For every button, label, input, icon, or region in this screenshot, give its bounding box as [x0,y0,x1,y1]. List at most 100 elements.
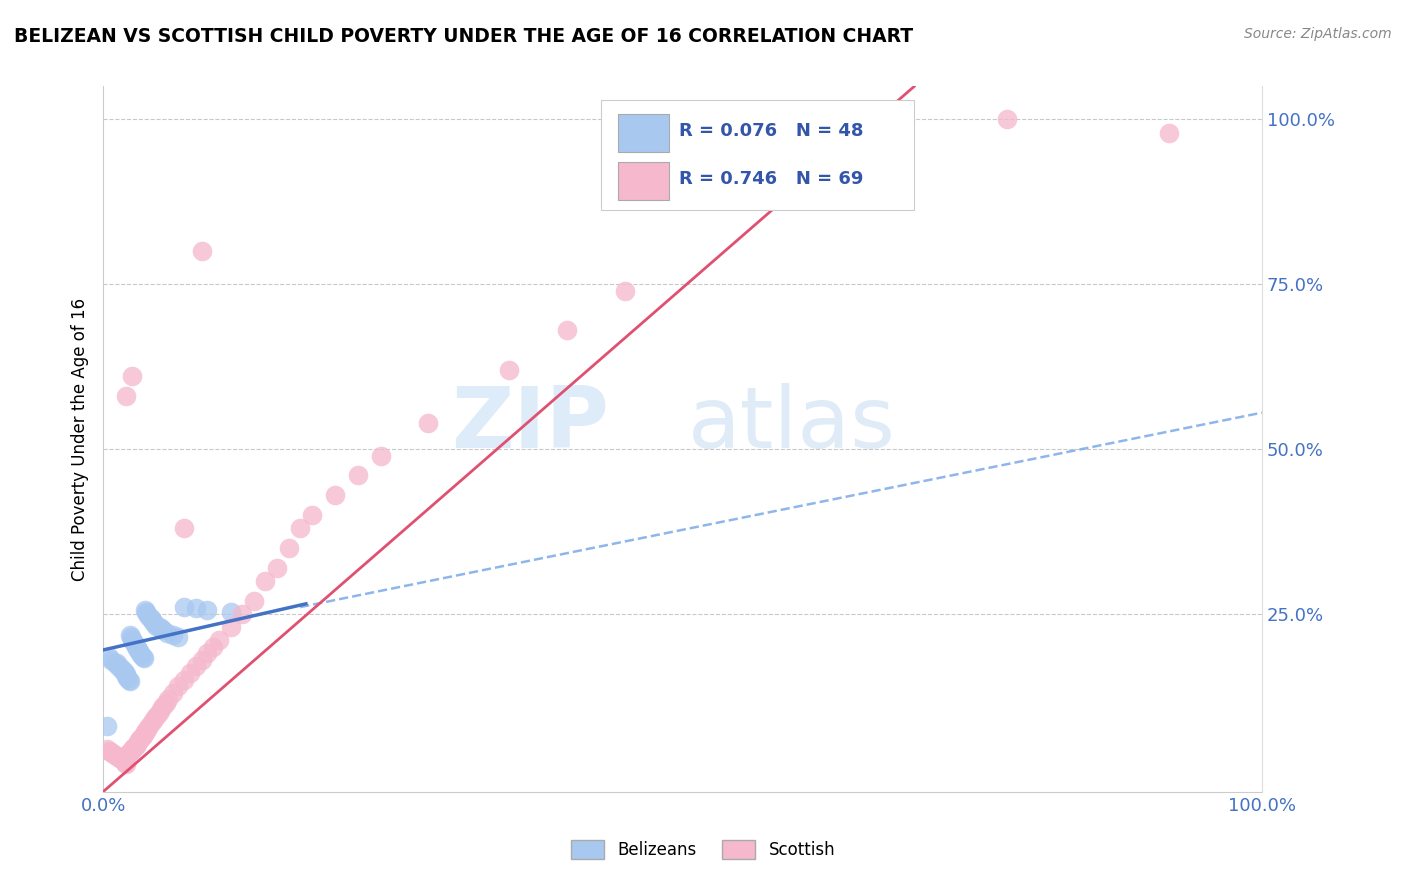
Point [135,606,157,620]
Point [131,649,153,664]
Point [167,630,190,644]
Point [242,593,264,607]
Point [131,648,153,662]
Point [162,628,184,642]
Point [127,735,149,749]
Point [142,615,165,629]
Point [124,638,146,652]
Point [143,712,166,726]
Point [138,719,160,733]
Point [416,416,439,430]
Point [323,488,346,502]
Point [107,659,129,673]
Point [128,644,150,658]
Point [139,611,162,625]
Text: R = 0.746   N = 69: R = 0.746 N = 69 [679,169,863,187]
Point [128,733,150,747]
Point [288,521,311,535]
Point [117,748,139,763]
Point [121,742,143,756]
Point [138,610,160,624]
Point [117,673,139,687]
Point [498,363,520,377]
Point [111,753,134,767]
Text: R = 0.076   N = 48: R = 0.076 N = 48 [679,121,863,139]
FancyBboxPatch shape [617,162,669,200]
Point [141,613,163,627]
Point [104,656,127,670]
Point [145,618,167,632]
Legend: Belizeans, Scottish: Belizeans, Scottish [564,833,842,866]
Point [121,369,143,384]
Point [97,649,120,664]
Point [134,725,156,739]
Point [135,724,157,739]
Point [118,628,141,642]
Point [129,646,152,660]
Point [131,731,153,745]
Point [184,601,207,615]
Point [101,747,124,761]
Point [107,750,129,764]
Point [125,640,148,655]
Point [190,244,212,259]
Point [156,626,179,640]
Point [995,112,1018,127]
Y-axis label: Child Poverty Under the Age of 16: Child Poverty Under the Age of 16 [72,297,89,581]
Point [96,719,118,733]
Point [173,673,195,687]
Point [219,620,242,634]
FancyBboxPatch shape [617,114,669,153]
Point [96,742,118,756]
Point [105,656,128,670]
Point [179,666,201,681]
Point [105,749,128,764]
Point [124,636,146,650]
Point [136,607,159,621]
Point [157,692,180,706]
Point [117,671,139,685]
Point [370,449,392,463]
Point [115,667,138,681]
Point [155,696,177,710]
Point [122,634,145,648]
Text: BELIZEAN VS SCOTTISH CHILD POVERTY UNDER THE AGE OF 16 CORRELATION CHART: BELIZEAN VS SCOTTISH CHILD POVERTY UNDER… [14,27,912,45]
Point [301,508,323,522]
FancyBboxPatch shape [602,101,914,210]
Point [173,600,195,615]
Point [118,745,141,759]
Point [173,521,195,535]
Point [100,653,122,667]
Point [127,643,149,657]
Point [347,468,370,483]
Point [208,633,231,648]
Point [125,737,148,751]
Point [184,659,207,673]
Point [114,666,136,681]
Point [162,686,184,700]
Point [120,744,142,758]
Point [148,620,170,634]
Point [114,756,136,770]
Point [148,706,170,720]
Point [110,752,132,766]
Point [231,607,253,621]
Point [145,709,167,723]
Point [254,574,277,588]
Point [613,284,636,298]
Point [136,722,159,736]
Point [152,623,174,637]
Point [124,739,146,753]
Point [121,633,143,648]
Point [141,715,163,730]
Point [190,653,212,667]
Point [118,673,141,688]
Point [104,747,127,762]
Point [266,560,288,574]
Point [132,727,155,741]
Point [110,661,132,675]
Point [112,664,135,678]
Point [134,603,156,617]
Point [112,755,135,769]
Point [202,640,225,654]
